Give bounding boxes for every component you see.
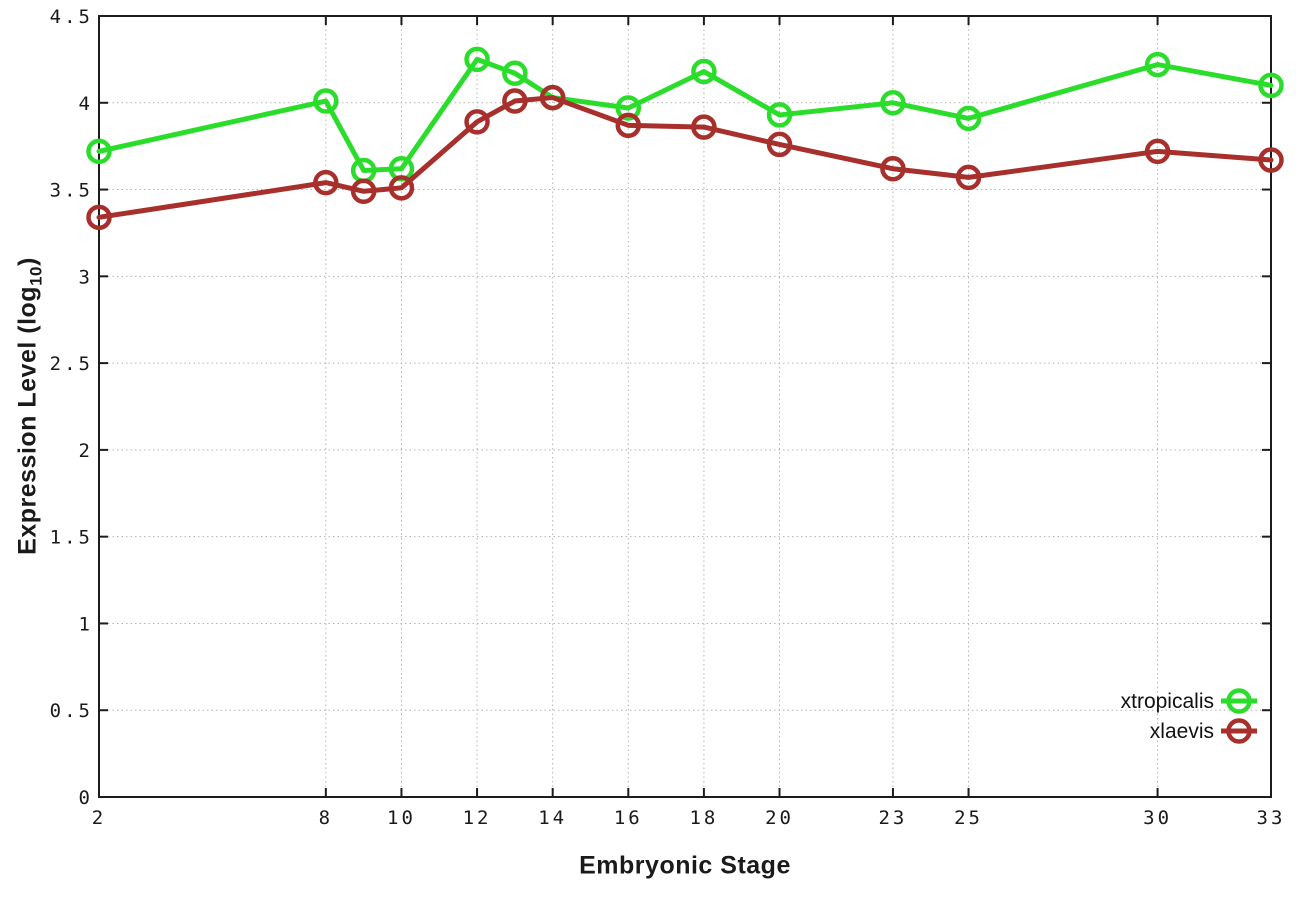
data-point-xlaevis [955, 164, 982, 191]
x-tick-label: 12 [463, 807, 492, 829]
y-axis-title-suffix: ) [13, 257, 42, 266]
y-axis-title-subscript: 10 [26, 265, 46, 286]
y-tick-label: 2.5 [50, 353, 93, 375]
data-point-xlaevis [1144, 138, 1171, 165]
data-point-xtropicalis [1258, 72, 1284, 99]
legend-label-xlaevis: xlaevis [1150, 720, 1214, 743]
data-point-xlaevis [539, 84, 566, 111]
y-tick-label: 2 [79, 440, 93, 462]
y-tick-label: 3.5 [50, 180, 93, 202]
data-point-xtropicalis [86, 138, 112, 165]
x-tick-label: 16 [614, 807, 643, 829]
data-point-xlaevis [464, 109, 490, 135]
series-line-xtropicalis [96, 56, 1274, 173]
y-tick-label: 0 [79, 787, 93, 809]
x-tick-label: 25 [954, 807, 983, 829]
data-point-xlaevis [691, 114, 717, 140]
data-point-xtropicalis [502, 60, 528, 87]
x-tick-label: 14 [538, 807, 567, 829]
x-tick-label: 8 [319, 807, 333, 829]
y-tick-label: 4.5 [50, 6, 93, 28]
data-point-xlaevis [350, 178, 377, 205]
data-point-xtropicalis [766, 102, 793, 128]
y-axis-title: Expression Level (log10) [14, 257, 47, 555]
data-point-xlaevis [388, 175, 415, 201]
data-point-xtropicalis [1144, 51, 1171, 78]
y-tick-label: 3 [79, 266, 93, 288]
data-point-xlaevis [502, 88, 528, 114]
data-point-xlaevis [880, 155, 906, 182]
series-line-xlaevis [96, 95, 1274, 220]
x-tick-label: 18 [689, 807, 718, 829]
data-point-xtropicalis [955, 105, 982, 132]
y-tick-label: 4 [79, 93, 93, 115]
y-tick-label: 0.5 [50, 700, 93, 722]
data-point-xlaevis [615, 112, 642, 139]
data-point-xtropicalis [464, 46, 490, 73]
data-point-xtropicalis [615, 95, 642, 121]
plot-border [98, 15, 1272, 798]
x-axis-title: Embryonic Stage [579, 851, 791, 880]
y-tick-label: 1.5 [50, 527, 93, 549]
y-axis-title-text: Expression Level (log [13, 285, 42, 555]
legend-label-xtropicalis: xtropicalis [1121, 690, 1214, 713]
y-tick-label: 1 [79, 613, 93, 635]
data-point-xlaevis [766, 131, 793, 158]
x-tick-label: 10 [387, 807, 416, 829]
data-point-xlaevis [86, 204, 112, 231]
x-tick-label: 33 [1257, 807, 1286, 829]
x-tick-label: 20 [765, 807, 794, 829]
legend-marker-xlaevis [1226, 718, 1252, 744]
legend-marker-xtropicalis [1226, 688, 1252, 714]
data-point-xtropicalis [313, 88, 339, 114]
data-point-xtropicalis [880, 90, 906, 116]
data-point-xlaevis [1258, 147, 1284, 173]
x-tick-label: 23 [878, 807, 907, 829]
x-tick-label: 30 [1143, 807, 1172, 829]
data-point-xtropicalis [691, 58, 717, 85]
x-tick-label: 2 [92, 807, 106, 829]
data-point-xlaevis [313, 169, 339, 196]
